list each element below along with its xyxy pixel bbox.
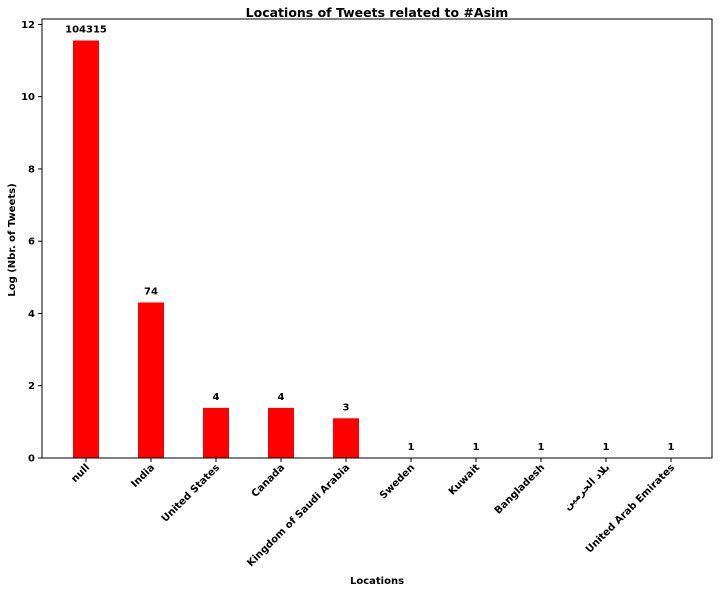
bar-value-label: 4 <box>213 392 220 403</box>
x-tick-label: Kingdom of Saudi Arabia <box>245 462 352 569</box>
x-tick-label: Bangladesh <box>493 462 547 516</box>
y-tick-label: 6 <box>28 237 35 248</box>
plot-frame <box>41 18 713 459</box>
x-tick-label: India <box>129 462 157 490</box>
y-tick-label: 8 <box>28 164 35 175</box>
bar <box>73 40 99 458</box>
x-tick-label: Kuwait <box>447 462 482 497</box>
y-axis-label: Log (Nbr. of Tweets) <box>7 183 18 296</box>
x-axis-label: Locations <box>350 576 404 587</box>
x-tick-label: Sweden <box>378 462 417 501</box>
y-tick-label: 12 <box>21 20 35 31</box>
bar-value-label: 3 <box>343 402 350 413</box>
x-tick-label: United States <box>160 462 222 524</box>
bar-value-label: 1 <box>668 442 675 453</box>
bar-value-label: 1 <box>408 442 415 453</box>
bar-value-label: 1 <box>603 442 610 453</box>
bar-value-label: 4 <box>278 392 285 403</box>
y-tick-label: 10 <box>21 92 35 103</box>
y-tick-label: 4 <box>28 309 35 320</box>
bar-value-label: 1 <box>473 442 480 453</box>
bar <box>203 407 229 458</box>
x-tick-label: null <box>69 462 92 485</box>
y-tick-label: 0 <box>28 454 35 465</box>
bar <box>333 418 359 458</box>
bar-value-label: 74 <box>144 286 158 297</box>
x-tick-label: Canada <box>250 462 287 499</box>
bar <box>138 302 164 458</box>
bars-group: 104315 74 4 4 3 1 1 1 1 1 <box>65 24 675 458</box>
bar <box>268 407 294 458</box>
bar-value-label: 1 <box>538 442 545 453</box>
y-tick-label: 2 <box>28 381 35 392</box>
x-tick-label: بلاد الحرمين <box>562 462 612 512</box>
y-ticks: 0 2 4 6 8 10 12 <box>21 20 42 465</box>
chart-title: Locations of Tweets related to #Asim <box>246 5 509 20</box>
bar-value-label: 104315 <box>65 24 107 35</box>
